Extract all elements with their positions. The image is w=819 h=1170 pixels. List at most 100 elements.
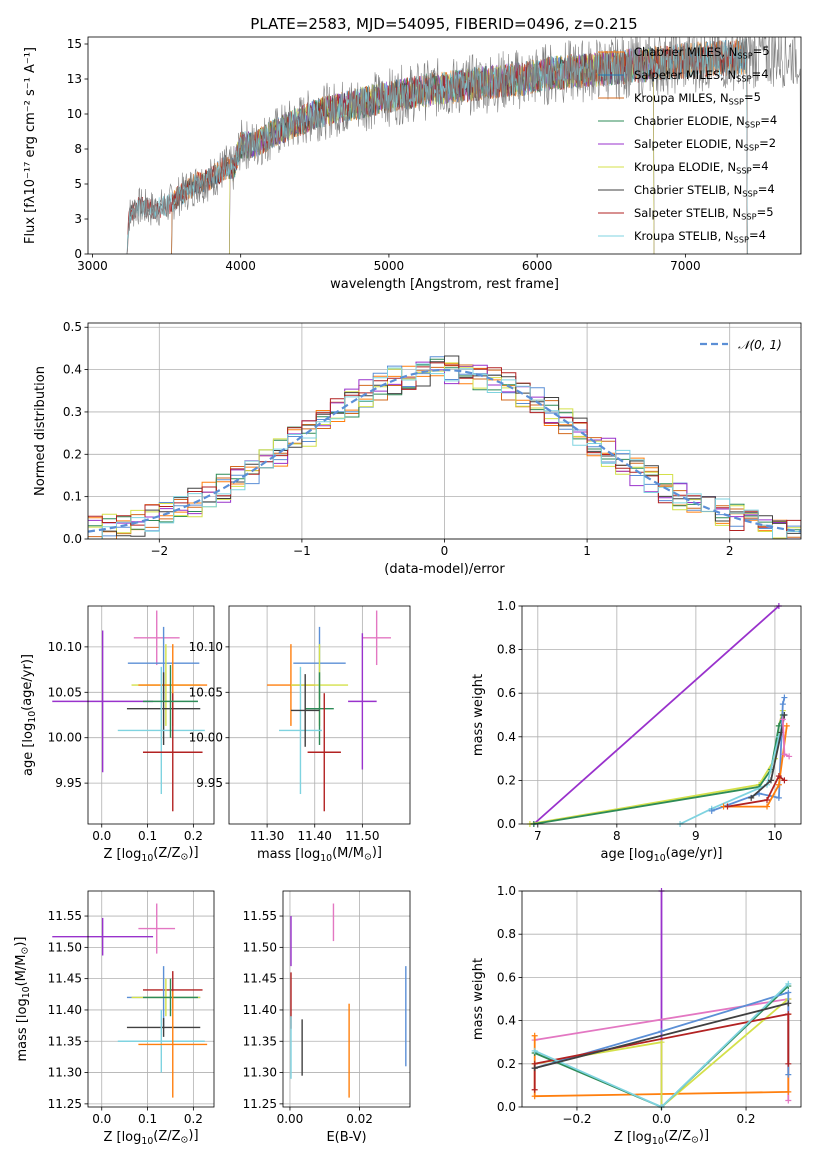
y-axis-label: mass [log10​(M/M⊙​)] xyxy=(13,937,32,1062)
weight-marker xyxy=(748,794,755,801)
weight-marker xyxy=(786,753,793,760)
x-tick-label: 0.02 xyxy=(346,1112,373,1126)
x-axis-label: Z [log10​(Z/Z⊙​)] xyxy=(614,1128,709,1147)
weight-marker xyxy=(764,803,771,810)
weight-marker xyxy=(531,1093,538,1100)
weight-marker xyxy=(658,1039,665,1046)
y-tick-label: 10.05 xyxy=(189,685,223,699)
y-tick-label: 0.5 xyxy=(63,320,82,334)
weight-marker xyxy=(775,781,782,788)
y-tick-label: 0.6 xyxy=(497,686,516,700)
weight-marker xyxy=(785,980,792,987)
weight-marker xyxy=(785,1071,792,1078)
y-tick-label: 11.40 xyxy=(243,1003,277,1017)
x-tick-label: −0.2 xyxy=(562,1112,591,1126)
y-axis-label: age [log10​(age/yr)] xyxy=(20,654,38,776)
axes-frame xyxy=(87,322,802,540)
x-tick-label: 9 xyxy=(692,829,700,843)
y-tick-label: 11.50 xyxy=(48,940,82,954)
x-tick-label: 10 xyxy=(767,829,782,843)
weight-marker xyxy=(785,1000,792,1007)
y-tick-label: 0.0 xyxy=(63,532,82,546)
weight-marker xyxy=(724,803,731,810)
x-axis-label: (data-model)/error xyxy=(384,562,505,577)
legend-entry: Chabrier ELODIE, NSSP​=4 xyxy=(634,113,777,129)
y-tick-label: 10.05 xyxy=(48,685,82,699)
x-tick-label: 11.30 xyxy=(250,829,284,843)
x-axis-label: Z [log10​(Z/Z⊙​)] xyxy=(103,1128,198,1147)
weight-marker xyxy=(785,1088,792,1095)
y-tick-label: 11.50 xyxy=(243,940,277,954)
x-tick-label: 5000 xyxy=(374,259,405,273)
axes-frame xyxy=(282,890,411,1108)
y-tick-label: 0.8 xyxy=(497,927,516,941)
x-axis-label: E(B-V) xyxy=(326,1130,366,1145)
weight-line xyxy=(534,998,789,1109)
weight-marker xyxy=(764,797,771,804)
legend-entry: Chabrier STELIB, NSSP​=4 xyxy=(634,182,775,198)
weight-marker xyxy=(781,751,788,758)
legend-entry: Kroupa ELODIE, NSSP​=4 xyxy=(634,159,769,175)
y-tick-label: 11.30 xyxy=(243,1066,277,1080)
y-tick-label: 0.4 xyxy=(63,363,82,377)
weight-marker xyxy=(781,712,788,718)
x-tick-label: 7 xyxy=(534,829,542,843)
x-tick-label: 4000 xyxy=(225,259,256,273)
y-tick-label: 3 xyxy=(74,212,82,226)
y-tick-label: 0 xyxy=(74,247,82,261)
y-tick-label: 0.4 xyxy=(497,730,516,744)
weight-line xyxy=(533,605,780,825)
y-tick-label: 11.35 xyxy=(243,1034,277,1048)
y-tick-label: 9.95 xyxy=(55,776,82,790)
x-tick-label: 0.1 xyxy=(138,1112,157,1126)
y-tick-label: 10 xyxy=(67,107,82,121)
legend-entry: Salpeter MILES, NSSP​=4 xyxy=(634,67,769,83)
observed-spectrum-line xyxy=(126,37,801,254)
weight-line xyxy=(723,725,788,808)
y-tick-label: 9.95 xyxy=(196,776,223,790)
spectrum-lines xyxy=(126,37,801,254)
weight-marker xyxy=(781,694,788,701)
y-tick-label: 8 xyxy=(74,142,82,156)
legend-entry: Kroupa MILES, NSSP​=5 xyxy=(634,90,761,106)
axes-frame xyxy=(228,605,411,825)
x-axis-label: wavelength [Angstrom, rest frame] xyxy=(330,277,559,292)
x-tick-label: 0.2 xyxy=(184,1112,203,1126)
x-tick-label: 2 xyxy=(726,544,734,558)
x-tick-label: 8 xyxy=(613,829,621,843)
weight-line xyxy=(533,1013,790,1090)
x-axis-label: age [log10​(age/yr)] xyxy=(601,846,723,864)
model-spectrum-line xyxy=(228,47,655,254)
legend-entry: 𝒩(0, 1) xyxy=(738,338,782,352)
weight-marker xyxy=(785,989,792,996)
y-tick-label: 11.40 xyxy=(48,1003,82,1017)
legend-entry: Chabrier MILES, NSSP​=5 xyxy=(634,44,770,60)
y-tick-label: 11.35 xyxy=(48,1034,82,1048)
y-tick-label: 11.55 xyxy=(243,909,277,923)
x-tick-label: 0.0 xyxy=(92,829,111,843)
x-axis-label: mass [log10​(M/M⊙​)] xyxy=(257,845,382,864)
weight-marker xyxy=(783,722,790,729)
weight-line xyxy=(534,1002,789,1069)
axes-frame xyxy=(87,36,802,255)
x-tick-label: 7000 xyxy=(670,259,701,273)
y-axis-label: mass weight xyxy=(471,674,486,756)
weight-line xyxy=(533,714,784,825)
y-tick-label: 10.10 xyxy=(48,640,82,654)
y-axis-label: mass weight xyxy=(471,958,486,1040)
y-tick-label: 11.30 xyxy=(48,1066,82,1080)
weight-marker xyxy=(781,777,788,784)
weight-marker xyxy=(767,777,774,784)
weight-marker xyxy=(531,1086,538,1093)
axes-layer xyxy=(84,36,802,1111)
y-tick-label: 0.2 xyxy=(63,447,82,461)
y-tick-label: 0.0 xyxy=(497,817,516,831)
x-tick-label: 0 xyxy=(441,544,449,558)
weight-line xyxy=(727,774,785,808)
axes-frame xyxy=(521,605,802,825)
y-tick-label: 1.0 xyxy=(497,599,516,613)
y-tick-label: 0.6 xyxy=(497,970,516,984)
gaussian-curve xyxy=(88,368,801,533)
data-layer xyxy=(52,37,801,1110)
x-axis-label: Z [log10​(Z/Z⊙​)] xyxy=(103,845,198,864)
